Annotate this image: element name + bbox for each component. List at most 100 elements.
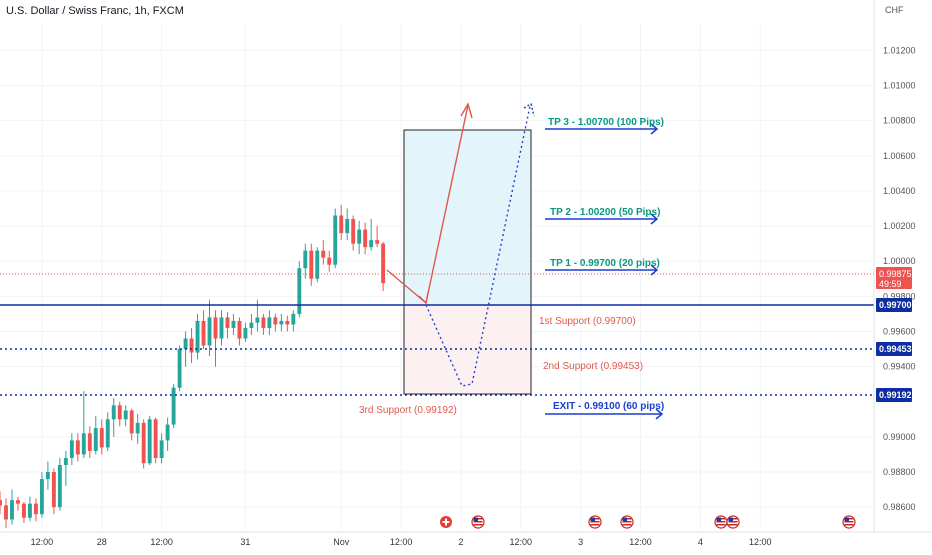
price-tick-label: 1.00800 xyxy=(883,116,916,126)
candle-body xyxy=(339,215,344,234)
support-2-label: 2nd Support (0.99453) xyxy=(543,361,643,372)
candle-body xyxy=(87,433,92,451)
time-tick-label: 31 xyxy=(240,537,250,547)
support-1-tag[interactable]: 0.99700 xyxy=(876,298,912,312)
tp2-arrow xyxy=(545,213,659,225)
time-tick-label: 12:00 xyxy=(749,537,772,547)
price-tick-label: 0.99600 xyxy=(883,326,916,336)
candle-body xyxy=(279,320,284,325)
support-3-tag[interactable]: 0.99192 xyxy=(876,388,912,402)
candle-body xyxy=(375,240,380,244)
axis-currency-label: CHF xyxy=(885,5,904,15)
candle-body xyxy=(315,250,320,279)
candle-body xyxy=(165,424,170,441)
target-zone xyxy=(403,129,532,306)
candle-body xyxy=(63,457,68,465)
candle-body xyxy=(33,503,38,515)
candle-body xyxy=(10,500,14,520)
candle-body xyxy=(39,479,44,515)
event-marker-us-flag[interactable] xyxy=(842,515,856,529)
candle-countdown: 49:59 xyxy=(879,279,902,289)
price-tick-label: 0.99400 xyxy=(883,362,916,372)
time-tick-label: 2 xyxy=(458,537,463,547)
candle-body xyxy=(129,410,134,434)
candle-body xyxy=(363,229,368,248)
candlestick-series xyxy=(0,204,386,529)
price-tick-label: 0.99000 xyxy=(883,432,916,442)
candle-body xyxy=(345,219,350,234)
current-price-value: 0.99875 xyxy=(879,269,912,279)
candle-body xyxy=(285,320,290,325)
candle-body xyxy=(213,317,218,339)
time-tick-label: 12:00 xyxy=(510,537,533,547)
current-price-tag[interactable]: 0.99875 49:59 xyxy=(876,267,912,289)
candle-body xyxy=(177,349,182,388)
event-marker-us-flag[interactable] xyxy=(726,515,740,529)
price-tick-label: 1.00600 xyxy=(883,151,916,161)
tp3-label: TP 3 - 1.00700 (100 Pips) xyxy=(548,117,664,128)
bearish-arrowhead xyxy=(523,102,535,117)
price-tick-label: 1.01000 xyxy=(883,80,916,90)
candle-body xyxy=(57,464,62,508)
candle-body xyxy=(309,250,314,279)
price-tick-label: 1.00000 xyxy=(883,256,916,266)
time-tick-label: Nov xyxy=(333,537,350,547)
candle-body xyxy=(117,405,122,420)
candle-body xyxy=(141,422,146,464)
candle-body xyxy=(159,440,164,458)
event-marker-us-flag[interactable] xyxy=(620,515,634,529)
event-marker-us-flag[interactable] xyxy=(714,515,728,529)
candle-body xyxy=(291,313,296,325)
candle-body xyxy=(207,317,212,346)
exit-label: EXIT - 0.99100 (60 pips) xyxy=(553,401,664,412)
candle-body xyxy=(27,503,32,518)
candle-body xyxy=(243,327,248,339)
candle-body xyxy=(273,317,278,325)
price-tick-label: 1.00400 xyxy=(883,186,916,196)
candle-body xyxy=(0,500,2,506)
time-tick-label: 12:00 xyxy=(390,537,413,547)
candle-body xyxy=(357,229,362,244)
event-marker-ch[interactable] xyxy=(440,516,452,528)
event-marker-us-flag[interactable] xyxy=(588,515,602,529)
price-tick-label: 1.00200 xyxy=(883,221,916,231)
chart-title: U.S. Dollar / Swiss Franc, 1h, FXCM xyxy=(6,5,184,17)
tp2-label: TP 2 - 1.00200 (50 Pips) xyxy=(550,207,660,218)
bearish-path-dotted xyxy=(425,105,531,387)
tp1-arrow xyxy=(545,264,659,276)
support-1-label: 1st Support (0.99700) xyxy=(539,316,636,327)
price-tick-label: 0.98800 xyxy=(883,467,916,477)
candle-body xyxy=(123,410,128,420)
candle-body xyxy=(351,219,356,244)
candle-body xyxy=(321,250,326,258)
candle-body xyxy=(231,320,236,328)
time-tick-label: 12:00 xyxy=(629,537,652,547)
candle-body xyxy=(45,472,50,480)
candle-body xyxy=(16,500,20,504)
time-axis-labels: 12:00 28 12:00 31 Nov 12:00 2 12:00 3 12:00 4 12:00 xyxy=(31,537,772,547)
support-2-tag-value: 0.99453 xyxy=(879,344,912,354)
price-tick-label: 0.98600 xyxy=(883,502,916,512)
candle-body xyxy=(81,433,86,455)
candle-body xyxy=(105,419,110,448)
candle-body xyxy=(111,405,116,420)
candle-body xyxy=(171,387,176,425)
price-tick-label: 0.99800 xyxy=(883,291,916,301)
candle-body xyxy=(4,505,8,520)
candle-body xyxy=(297,268,302,314)
candle-body xyxy=(327,257,332,265)
candle-body xyxy=(75,440,80,455)
event-marker-us-flag[interactable] xyxy=(471,515,485,529)
candle-body xyxy=(153,419,158,458)
support-2-tag[interactable]: 0.99453 xyxy=(876,342,912,356)
candle-body xyxy=(369,240,374,248)
support-3-tag-value: 0.99192 xyxy=(879,390,912,400)
time-tick-label: 3 xyxy=(578,537,583,547)
candle-body xyxy=(195,320,200,353)
candle-body xyxy=(183,338,188,350)
candle-body xyxy=(303,250,308,269)
candle-body xyxy=(225,317,230,328)
time-tick-label: 12:00 xyxy=(31,537,54,547)
